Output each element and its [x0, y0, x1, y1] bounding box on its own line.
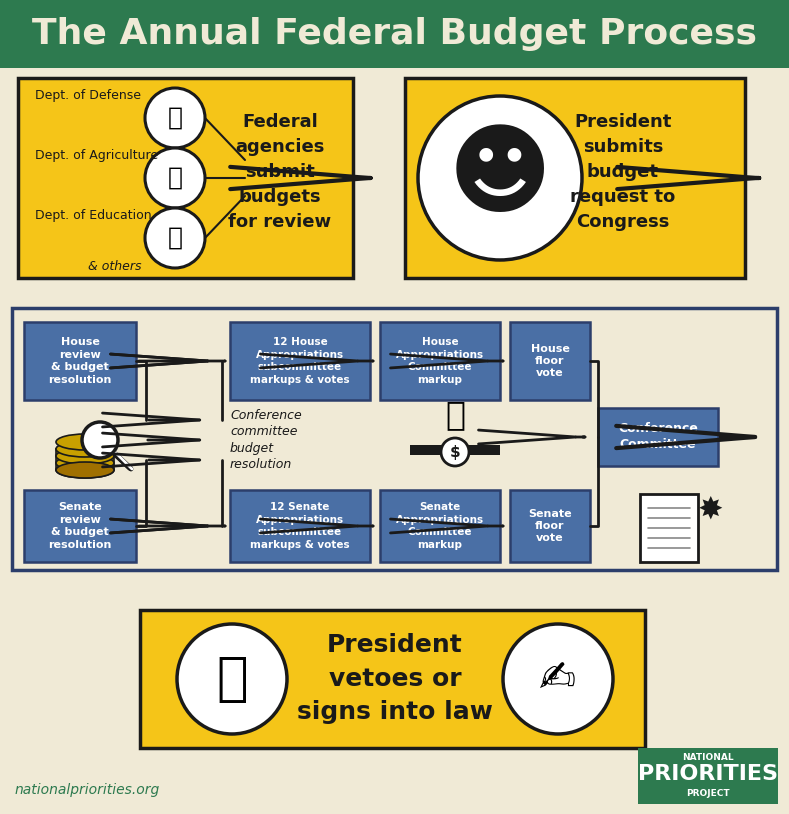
Ellipse shape: [56, 462, 114, 478]
Ellipse shape: [56, 455, 114, 471]
FancyBboxPatch shape: [24, 322, 136, 400]
FancyBboxPatch shape: [230, 322, 370, 400]
Text: 🎓: 🎓: [167, 226, 182, 250]
Text: The Annual Federal Budget Process: The Annual Federal Budget Process: [32, 17, 757, 51]
Text: House
review
& budget
resolution: House review & budget resolution: [48, 337, 112, 384]
Text: President
vetoes or
signs into law: President vetoes or signs into law: [297, 633, 493, 724]
FancyBboxPatch shape: [510, 322, 590, 400]
Text: PROJECT: PROJECT: [686, 790, 730, 799]
Ellipse shape: [56, 441, 114, 457]
FancyBboxPatch shape: [18, 78, 353, 278]
Circle shape: [177, 624, 287, 734]
FancyBboxPatch shape: [380, 490, 500, 562]
Text: Conference
committee
budget
resolution: Conference committee budget resolution: [230, 409, 301, 471]
FancyBboxPatch shape: [230, 490, 370, 562]
Text: ✍️: ✍️: [540, 658, 577, 701]
FancyBboxPatch shape: [510, 490, 590, 562]
FancyBboxPatch shape: [140, 610, 645, 748]
FancyBboxPatch shape: [598, 408, 718, 466]
Text: 12 Senate
Appropriations
subcommittee
markups & votes: 12 Senate Appropriations subcommittee ma…: [250, 502, 350, 549]
Text: Senate
review
& budget
resolution: Senate review & budget resolution: [48, 502, 112, 549]
Text: President
submits
budget
request to
Congress: President submits budget request to Cong…: [570, 113, 675, 231]
FancyBboxPatch shape: [380, 322, 500, 400]
Ellipse shape: [56, 434, 114, 450]
Text: & others: & others: [88, 260, 142, 273]
Text: Federal
agencies
submit
budgets
for review: Federal agencies submit budgets for revi…: [229, 113, 331, 231]
Text: Senate
Appropriations
Committee
markup: Senate Appropriations Committee markup: [396, 502, 484, 549]
FancyBboxPatch shape: [0, 0, 789, 68]
Text: nationalpriorities.org: nationalpriorities.org: [15, 783, 160, 797]
FancyBboxPatch shape: [638, 748, 778, 804]
Text: $: $: [450, 444, 460, 459]
Text: NATIONAL: NATIONAL: [682, 754, 734, 763]
Text: 🌽: 🌽: [167, 166, 182, 190]
FancyBboxPatch shape: [405, 78, 745, 278]
Text: Conference
Committee: Conference Committee: [618, 422, 698, 452]
Text: 12 House
Appropriations
subcommittee
markups & votes: 12 House Appropriations subcommittee mar…: [250, 337, 350, 384]
Circle shape: [503, 624, 613, 734]
Circle shape: [145, 88, 205, 148]
Text: 👥: 👥: [445, 399, 465, 431]
Text: ✸: ✸: [698, 496, 724, 525]
Text: 🪖: 🪖: [167, 106, 182, 130]
FancyBboxPatch shape: [24, 490, 136, 562]
Circle shape: [145, 148, 205, 208]
Text: Senate
floor
vote: Senate floor vote: [528, 509, 572, 544]
Text: Dept. of Agriculture: Dept. of Agriculture: [35, 150, 158, 163]
Text: 👎: 👎: [216, 653, 248, 705]
Text: PRIORITIES: PRIORITIES: [638, 764, 778, 784]
Circle shape: [145, 208, 205, 268]
Circle shape: [418, 96, 582, 260]
Text: Dept. of Defense: Dept. of Defense: [35, 90, 141, 103]
Polygon shape: [56, 449, 114, 470]
Text: House
floor
vote: House floor vote: [530, 344, 570, 379]
Circle shape: [82, 422, 118, 458]
Text: House
Appropriations
Committee
markup: House Appropriations Committee markup: [396, 337, 484, 384]
FancyBboxPatch shape: [12, 308, 777, 570]
FancyBboxPatch shape: [640, 494, 698, 562]
Ellipse shape: [56, 448, 114, 464]
Text: ☻: ☻: [448, 129, 552, 226]
Ellipse shape: [56, 462, 114, 478]
Circle shape: [441, 438, 469, 466]
Text: Dept. of Education: Dept. of Education: [35, 209, 151, 222]
FancyBboxPatch shape: [410, 445, 500, 455]
